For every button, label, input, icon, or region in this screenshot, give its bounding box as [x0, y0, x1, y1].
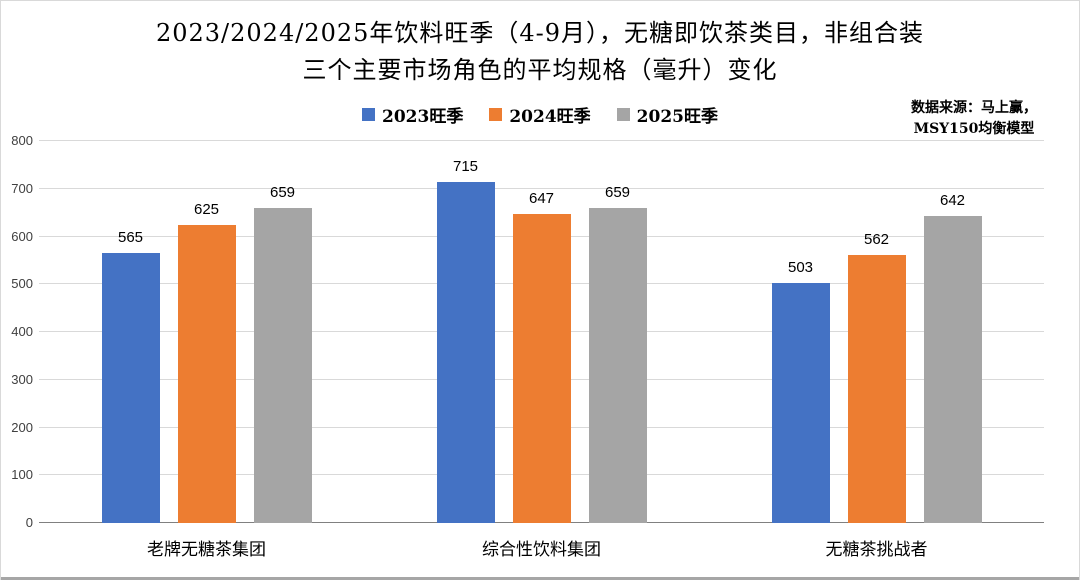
bar-value-label: 715 [452, 157, 479, 175]
bottom-border-line [1, 577, 1079, 580]
gridline [39, 140, 1044, 141]
bar: 642 [923, 192, 982, 523]
y-tick-label: 400 [11, 324, 33, 339]
bar: 562 [847, 231, 906, 523]
y-tick-label: 100 [11, 467, 33, 483]
legend-swatch [616, 108, 630, 121]
bar-value-label: 647 [528, 190, 555, 208]
bar-value-label: 625 [193, 200, 220, 218]
bar-value-label: 642 [939, 192, 966, 210]
legend-item: 2025旺季 [616, 102, 718, 127]
chart-title: 2023/2024/2025年饮料旺季（4-9月），无糖即饮茶类目，非组合装 三… [1, 15, 1079, 89]
bar-value-label: 565 [117, 229, 144, 247]
bar: 647 [512, 190, 571, 523]
bar-value-label: 659 [604, 184, 631, 202]
y-tick-label: 500 [11, 276, 33, 292]
x-axis-categories: 老牌无糖茶集团 综合性饮料集团 无糖茶挑战者 [39, 535, 1044, 560]
bar-group: 503 562 642 [709, 141, 1044, 523]
category-label: 无糖茶挑战者 [825, 540, 928, 560]
bar: 565 [101, 229, 160, 523]
y-tick-label: 700 [11, 180, 33, 196]
gridline [39, 187, 1044, 189]
legend-item: 2023旺季 [362, 102, 463, 127]
bar: 715 [436, 158, 495, 523]
chart-title-line1: 2023/2024/2025年饮料旺季（4-9月），无糖即饮茶类目，非组合装 [155, 19, 925, 47]
bar: 659 [253, 184, 312, 523]
bar-group: 715 647 659 [374, 141, 709, 523]
data-source-line1: 数据来源：马上赢， [911, 100, 1037, 116]
bar-group: 565 625 659 [39, 141, 374, 523]
y-tick-label: 600 [11, 228, 33, 244]
plot-area: 0 100 200 300 400 500 600 700 800 565 625 659 715 64… [11, 133, 1044, 530]
legend-label: 2023旺季 [382, 107, 464, 127]
y-tick-label: 0 [25, 515, 33, 530]
bar: 503 [771, 259, 830, 523]
category-label: 老牌无糖茶集团 [147, 540, 266, 560]
category-label: 综合性饮料集团 [482, 540, 601, 560]
legend-swatch [489, 108, 503, 121]
y-tick-label: 800 [11, 133, 33, 148]
y-tick-label: 200 [11, 419, 33, 435]
bar-groups: 565 625 659 715 647 659 503 562 642 [39, 141, 1044, 523]
legend: 2023旺季 2024旺季 2025旺季 [1, 102, 1079, 127]
bar-value-label: 503 [787, 258, 814, 276]
bar: 625 [177, 201, 236, 523]
data-source-line2: MSY150均衡模型 [913, 121, 1035, 137]
chart-title-line2: 三个主要市场角色的平均规格（毫升）变化 [302, 56, 778, 84]
y-tick-label: 300 [11, 371, 33, 387]
bar-value-label: 659 [269, 184, 296, 202]
data-source-note: 数据来源：马上赢， MSY150均衡模型 [911, 98, 1037, 140]
legend-item: 2024旺季 [489, 102, 591, 127]
legend-label: 2024旺季 [509, 107, 591, 127]
legend-label: 2025旺季 [636, 107, 718, 127]
legend-swatch [362, 108, 375, 121]
bar: 659 [588, 184, 647, 523]
bar-value-label: 562 [863, 230, 890, 248]
